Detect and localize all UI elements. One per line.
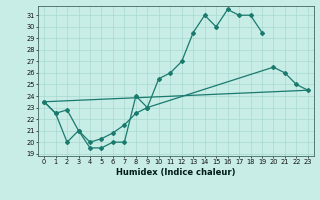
X-axis label: Humidex (Indice chaleur): Humidex (Indice chaleur) xyxy=(116,168,236,177)
